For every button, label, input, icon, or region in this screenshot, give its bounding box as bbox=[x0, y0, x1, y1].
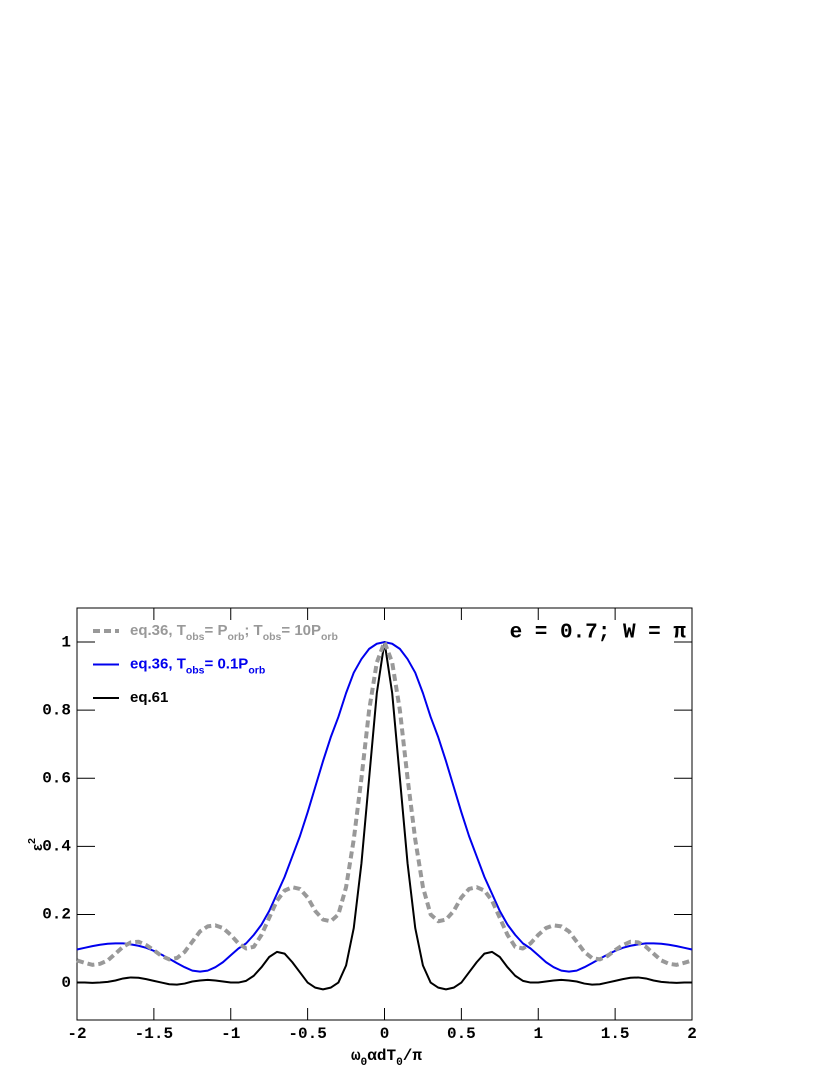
text-part: = 0.1P bbox=[205, 655, 249, 672]
annotation: e = 0.7; W = π bbox=[510, 622, 687, 645]
subscript: orb bbox=[248, 664, 265, 676]
text-part: ; T bbox=[244, 622, 262, 639]
text-part: eq.36, T bbox=[130, 655, 186, 672]
subscript: orb bbox=[227, 631, 244, 643]
x-tick-label: 0.5 bbox=[447, 1025, 476, 1043]
x-tick-label: -1 bbox=[221, 1025, 240, 1043]
y-tick-label: 0.4 bbox=[42, 838, 71, 856]
x-tick-label: 1 bbox=[533, 1025, 543, 1043]
text-part: αdT bbox=[367, 1047, 396, 1065]
series-line bbox=[76, 641, 693, 973]
x-tick-label: 0 bbox=[380, 1025, 390, 1043]
y-tick-label: 0.8 bbox=[42, 701, 71, 719]
text-part: ω bbox=[351, 1047, 361, 1065]
text-part: eq.61 bbox=[130, 689, 168, 706]
y-tick-label: 1 bbox=[61, 633, 71, 651]
legend-label: eq.36, Tobs= 0.1Porb bbox=[130, 655, 265, 676]
subscript: 0 bbox=[361, 1057, 368, 1069]
subscript: orb bbox=[321, 631, 338, 643]
legend-label: eq.61 bbox=[130, 689, 168, 706]
text-part: /π bbox=[403, 1047, 423, 1065]
y-axis-label: ε2 bbox=[26, 838, 46, 851]
series-line bbox=[76, 640, 693, 967]
x-tick-label: 1.5 bbox=[601, 1025, 630, 1043]
x-tick-label: -2 bbox=[67, 1025, 86, 1043]
x-tick-label: -1.5 bbox=[135, 1025, 173, 1043]
text-part: = 10P bbox=[281, 622, 321, 639]
x-tick-label: 2 bbox=[687, 1025, 697, 1043]
subscript: obs bbox=[186, 664, 205, 676]
x-axis-label: ω0αdT0/π bbox=[351, 1047, 422, 1069]
x-tick-label: -0.5 bbox=[288, 1025, 326, 1043]
y-tick-label: 0.6 bbox=[42, 769, 71, 787]
series-line bbox=[77, 641, 692, 991]
y-tick-label: 0.2 bbox=[42, 906, 71, 924]
text-part: ε bbox=[29, 844, 46, 851]
y-tick-label: 0 bbox=[61, 974, 71, 992]
superscript: 2 bbox=[26, 838, 38, 844]
subscript: 0 bbox=[396, 1057, 403, 1069]
text-part: = P bbox=[205, 622, 228, 639]
legend-label: eq.36, Tobs= Porb; Tobs= 10Porb bbox=[130, 622, 338, 643]
subscript: obs bbox=[263, 631, 282, 643]
text-part: eq.36, T bbox=[130, 622, 186, 639]
subscript: obs bbox=[186, 631, 205, 643]
